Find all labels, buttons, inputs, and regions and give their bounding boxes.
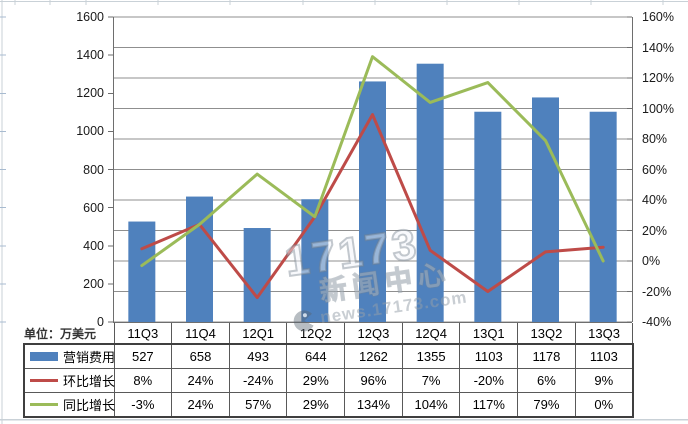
table-cell: 29% [286,392,346,418]
table-cell: 493 [228,343,288,369]
table-cell: 1355 [401,343,461,369]
bar-12Q1 [243,228,271,322]
primary-y-axis-label: 1200 [76,86,104,101]
table-cell: 1178 [517,343,576,369]
table-cell: 6% [517,368,576,393]
primary-y-axis-label: 400 [83,238,104,253]
secondary-y-axis-label: 120% [642,71,674,85]
table-cell: 644 [286,343,346,369]
secondary-y-axis-label: -20% [642,284,672,299]
category-header-12Q3: 12Q3 [344,323,403,345]
table-cell: 24% [171,368,230,393]
category-header-12Q4: 12Q4 [401,323,461,345]
category-header-12Q1: 12Q1 [228,323,288,345]
table-cell: -20% [459,368,519,393]
table-cell: 117% [459,392,519,418]
secondary-y-axis-label: 80% [642,132,668,146]
secondary-y-axis-label: 100% [642,101,674,116]
table-cell: 1103 [459,343,519,369]
category-header-11Q3: 11Q3 [113,323,173,345]
bar-12Q3 [359,81,386,323]
secondary-y-axis-label: 40% [642,193,668,207]
table-cell: -24% [228,368,288,393]
legend-label: 营销费用 [63,350,116,365]
table-row: 营销费用 527 658 493 644 1262 1355 1103 1178 1103 [23,343,634,369]
table-cell: 24% [171,392,230,418]
table-cell: 104% [401,392,461,418]
line-series-qoq [140,113,605,300]
line-series-yoy [140,55,605,268]
table-cell: 79% [517,392,576,418]
table-cell: 134% [344,392,403,418]
table-cell: 7% [401,368,461,393]
secondary-y-axis-label: 60% [642,162,668,177]
legend-line-red-swatch-icon [30,379,58,382]
primary-y-axis-label: 1000 [76,124,104,139]
bar-12Q4 [416,63,444,322]
category-header-13Q3: 13Q3 [574,323,634,345]
primary-y-axis-label: 1600 [76,10,104,24]
primary-y-axis-label: 600 [83,200,104,215]
category-header-13Q2: 13Q2 [517,323,576,345]
legend-item: 同比增长 [25,393,116,416]
legend-line-green-swatch-icon [30,403,58,406]
secondary-y-axis-label: 0% [642,254,661,268]
table-row: 环比增长 8% 24% -24% 29% 96% 7% -20% 6% 9% [23,368,634,393]
legend-item: 环比增长 [25,369,116,392]
legend-label: 同比增长 [63,398,116,413]
primary-y-axis-label: 1400 [76,48,104,63]
legend-bar-blue-swatch-icon [30,352,58,361]
table-cell: 527 [113,343,173,369]
table-cell: 29% [286,368,346,393]
data-table: 单位：万美元 11Q3 11Q4 12Q1 12Q2 12Q3 12Q4 13Q1 13Q2 13… [23,323,634,418]
table-cell: 9% [574,368,634,393]
secondary-y-axis-label: -40% [642,315,672,329]
table-cell: 96% [344,368,403,393]
category-header-13Q1: 13Q1 [459,323,519,345]
bar-12Q2 [301,199,329,322]
table-cell: 8% [113,368,173,393]
legend-label: 环比增长 [63,374,116,389]
table-row: 同比增长 -3% 24% 57% 29% 134% 104% 117% 79% 0% [23,392,634,418]
table-cell: 0% [574,392,634,418]
bar-11Q3 [128,221,156,322]
primary-y-axis-label: 0 [97,315,104,329]
chart-data-table: 单位：万美元 11Q3 11Q4 12Q1 12Q2 12Q3 12Q4 13Q1 13Q2 13… [23,323,634,418]
primary-y-axis-label: 200 [83,276,104,291]
secondary-y-axis-label: 140% [642,40,674,55]
bar-13Q2 [532,97,559,322]
table-cell: 1262 [344,343,403,369]
bar-13Q3 [589,111,617,322]
primary-y-axis-label: 800 [83,162,104,177]
secondary-y-axis-label: 20% [642,223,668,238]
category-header-11Q4: 11Q4 [171,323,230,345]
secondary-y-axis-label: 160% [642,10,674,24]
table-cell: 57% [228,392,288,418]
table-cell: -3% [113,392,173,418]
legend-item: 营销费用 [25,345,116,368]
table-cell: 658 [171,343,230,369]
unit-label: 单位：万美元 [24,326,97,341]
category-header-12Q2: 12Q2 [286,323,346,345]
table-cell: 1103 [574,343,634,369]
